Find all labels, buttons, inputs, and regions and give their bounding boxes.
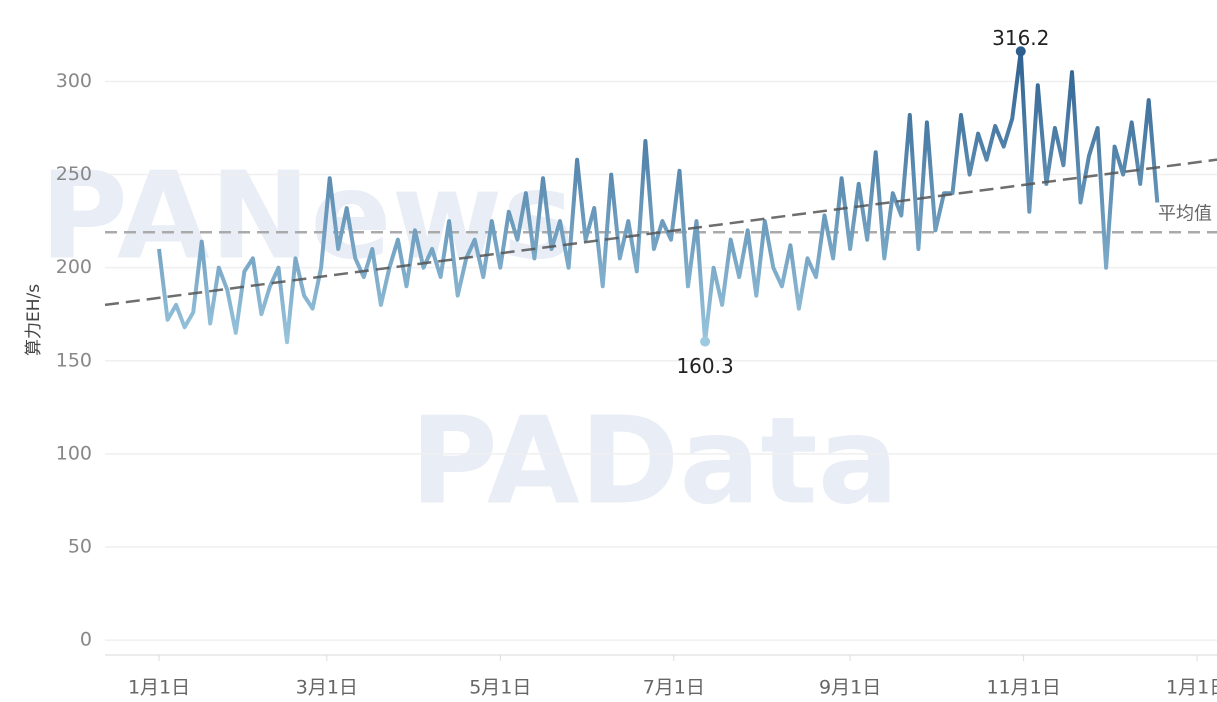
x-tick-label: 3月1日	[296, 677, 358, 699]
y-tick-label: 0	[80, 629, 92, 651]
x-tick-label: 11月1日	[986, 677, 1060, 699]
y-tick-label: 300	[56, 70, 92, 92]
x-tick-label: 9月1日	[819, 677, 881, 699]
x-tick-label: 7月1日	[643, 677, 705, 699]
annotation-dot	[1015, 46, 1026, 57]
y-tick-label: 250	[56, 163, 92, 185]
annotation-dot	[700, 336, 711, 347]
hashrate-line	[157, 49, 1160, 345]
watermark: PAData	[410, 393, 899, 532]
y-tick-label: 100	[56, 442, 92, 464]
mean-line-label: 平均值	[1158, 203, 1212, 224]
x-tick-label: 1月1日	[1166, 677, 1217, 699]
x-tick-label: 5月1日	[469, 677, 531, 699]
trend-line	[104, 158, 1217, 307]
y-tick-label: 150	[56, 349, 92, 371]
y-tick-label: 200	[56, 256, 92, 278]
x-tick-label: 1月1日	[128, 677, 190, 699]
annotation-label: 316.2	[992, 26, 1049, 50]
y-axis-label: 算力EH/s	[24, 284, 44, 356]
annotation-label: 160.3	[676, 354, 733, 378]
watermark: PANews	[40, 148, 574, 287]
y-tick-label: 50	[68, 535, 92, 557]
